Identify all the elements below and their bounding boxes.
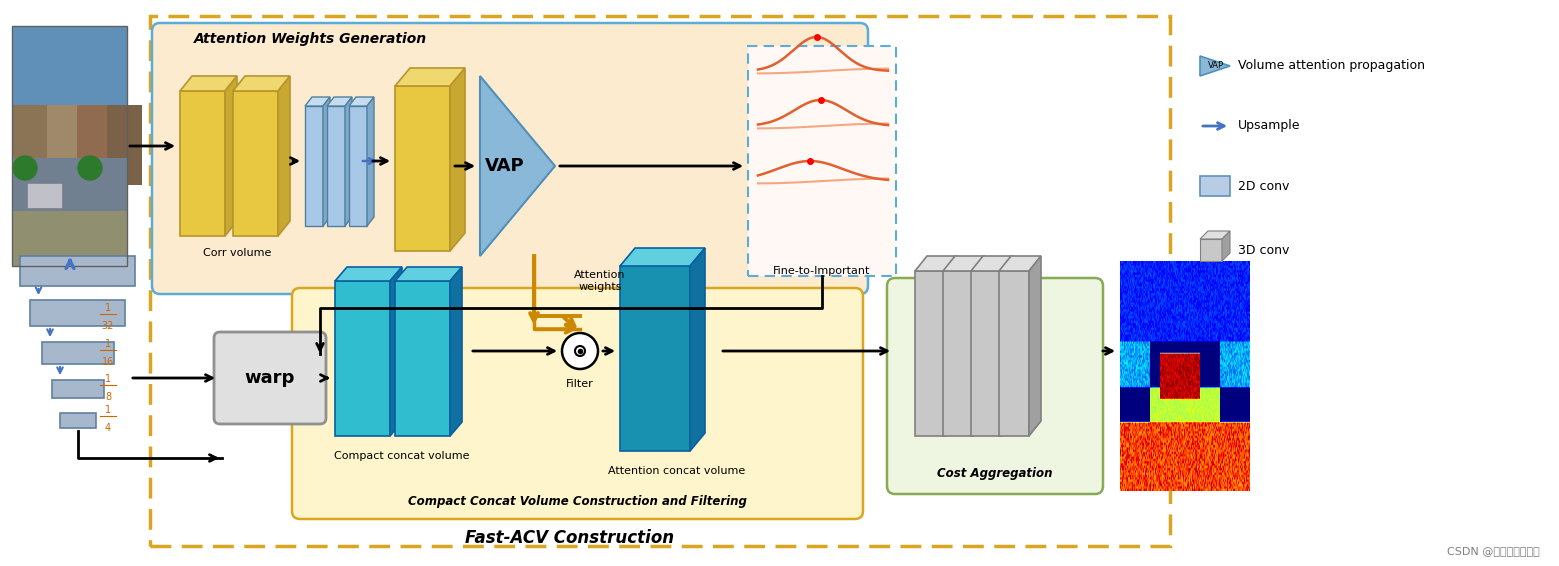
Polygon shape — [394, 267, 461, 281]
Polygon shape — [327, 97, 352, 106]
Polygon shape — [278, 76, 290, 236]
Polygon shape — [394, 68, 465, 86]
FancyBboxPatch shape — [151, 23, 868, 294]
Text: Attention concat volume: Attention concat volume — [608, 466, 745, 476]
Polygon shape — [224, 76, 237, 236]
Text: VAP: VAP — [1208, 62, 1224, 71]
Polygon shape — [232, 91, 278, 236]
FancyBboxPatch shape — [12, 211, 126, 266]
FancyBboxPatch shape — [214, 332, 326, 424]
FancyBboxPatch shape — [887, 278, 1104, 494]
Text: Upsample: Upsample — [1238, 119, 1300, 132]
Polygon shape — [366, 97, 374, 226]
FancyBboxPatch shape — [47, 105, 76, 170]
Polygon shape — [945, 256, 957, 436]
Polygon shape — [451, 68, 465, 251]
Text: Fast-ACV Construction: Fast-ACV Construction — [466, 529, 675, 547]
FancyBboxPatch shape — [292, 288, 864, 519]
Polygon shape — [349, 106, 366, 226]
Polygon shape — [971, 271, 1001, 436]
Text: Volume attention propagation: Volume attention propagation — [1238, 59, 1425, 72]
Polygon shape — [999, 256, 1041, 271]
Text: Compact Concat Volume Construction and Filtering: Compact Concat Volume Construction and F… — [407, 495, 747, 508]
FancyBboxPatch shape — [27, 183, 62, 208]
Polygon shape — [620, 248, 705, 266]
Text: 3D conv: 3D conv — [1238, 243, 1289, 256]
FancyBboxPatch shape — [1200, 176, 1230, 196]
Polygon shape — [394, 281, 451, 436]
Text: Fine-to-Important: Fine-to-Important — [773, 266, 870, 276]
Text: Corr volume: Corr volume — [203, 248, 271, 258]
FancyBboxPatch shape — [12, 26, 126, 158]
Polygon shape — [915, 271, 945, 436]
Polygon shape — [306, 97, 331, 106]
Text: Filter: Filter — [566, 379, 594, 389]
Polygon shape — [1222, 231, 1230, 261]
Text: warp: warp — [245, 369, 295, 387]
Polygon shape — [620, 266, 691, 451]
Text: Cost Aggregation: Cost Aggregation — [937, 466, 1052, 479]
Polygon shape — [480, 76, 555, 256]
Polygon shape — [999, 271, 1029, 436]
Text: 1: 1 — [104, 303, 111, 313]
Polygon shape — [943, 256, 985, 271]
Text: VAP: VAP — [485, 157, 525, 175]
Polygon shape — [1200, 239, 1222, 261]
Polygon shape — [973, 256, 985, 436]
Text: 1: 1 — [104, 405, 111, 415]
FancyBboxPatch shape — [12, 105, 47, 180]
Polygon shape — [335, 267, 402, 281]
Polygon shape — [915, 256, 957, 271]
Text: 2D conv: 2D conv — [1238, 179, 1289, 192]
Polygon shape — [323, 97, 331, 226]
Text: 16: 16 — [101, 357, 114, 367]
Text: 32: 32 — [101, 321, 114, 331]
Polygon shape — [390, 267, 402, 436]
Polygon shape — [1200, 231, 1230, 239]
FancyBboxPatch shape — [12, 158, 126, 218]
FancyBboxPatch shape — [108, 105, 142, 185]
Polygon shape — [335, 281, 390, 436]
FancyBboxPatch shape — [59, 413, 97, 428]
Polygon shape — [306, 106, 323, 226]
Polygon shape — [1200, 56, 1230, 76]
FancyBboxPatch shape — [20, 256, 136, 286]
Text: Attention
weights: Attention weights — [574, 270, 625, 292]
Text: 1: 1 — [104, 374, 111, 384]
Circle shape — [561, 333, 599, 369]
Polygon shape — [232, 76, 290, 91]
Polygon shape — [691, 248, 705, 451]
Text: 1: 1 — [104, 339, 111, 349]
Polygon shape — [349, 97, 374, 106]
Circle shape — [12, 156, 37, 180]
Circle shape — [78, 156, 101, 180]
Text: CSDN @华科附小第一名: CSDN @华科附小第一名 — [1447, 546, 1540, 556]
Text: 4: 4 — [104, 423, 111, 433]
Polygon shape — [394, 86, 451, 251]
Polygon shape — [327, 106, 345, 226]
Polygon shape — [971, 256, 1013, 271]
Polygon shape — [1029, 256, 1041, 436]
FancyBboxPatch shape — [76, 105, 108, 165]
FancyBboxPatch shape — [42, 342, 114, 364]
Polygon shape — [179, 76, 237, 91]
Text: Attention Weights Generation: Attention Weights Generation — [193, 32, 427, 46]
FancyBboxPatch shape — [51, 380, 104, 398]
Polygon shape — [451, 267, 461, 436]
FancyBboxPatch shape — [748, 46, 896, 276]
Text: 8: 8 — [104, 392, 111, 402]
Polygon shape — [943, 271, 973, 436]
Polygon shape — [1001, 256, 1013, 436]
Polygon shape — [179, 91, 224, 236]
FancyBboxPatch shape — [31, 300, 126, 326]
Polygon shape — [345, 97, 352, 226]
Text: Compact concat volume: Compact concat volume — [334, 451, 469, 461]
